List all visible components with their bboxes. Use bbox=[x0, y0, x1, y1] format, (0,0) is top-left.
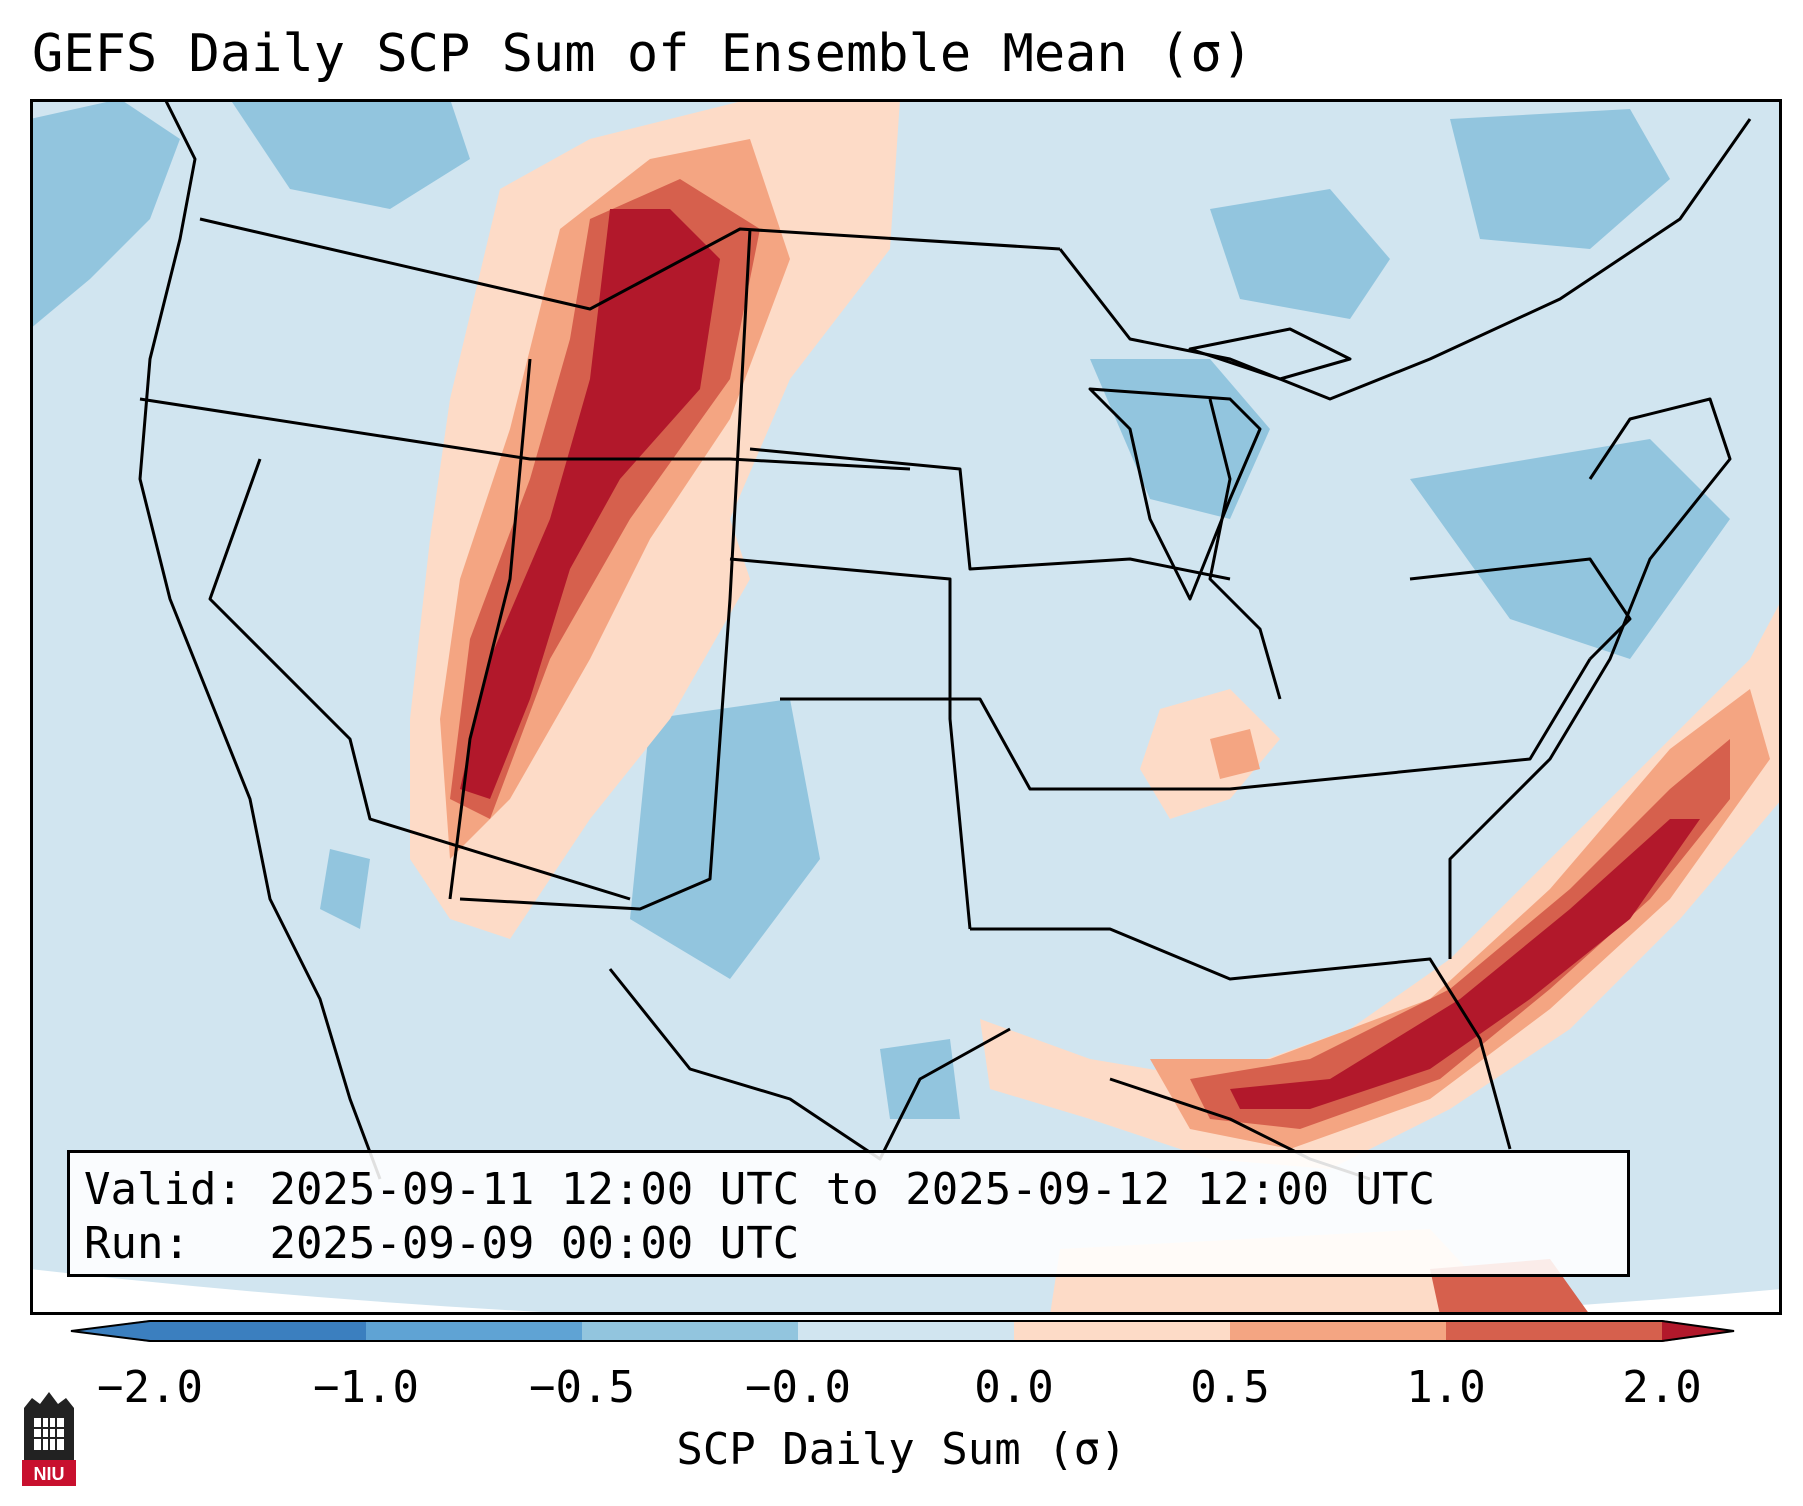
canada-border-west bbox=[199, 217, 1061, 311]
colorbar-outline bbox=[70, 1320, 1735, 1342]
colorbar-tick: 0.5 bbox=[1190, 1362, 1270, 1413]
colorbar-seg-5 bbox=[1014, 1320, 1230, 1342]
run-row: Run: 2025-09-09 00:00 UTC bbox=[84, 1217, 1613, 1271]
light-red-region-tennessee bbox=[1140, 689, 1280, 819]
colorbar-seg-2 bbox=[366, 1320, 582, 1342]
lake-michigan-outline bbox=[1088, 387, 1262, 601]
valid-text: 2025-09-11 12:00 UTC to 2025-09-12 12:00… bbox=[269, 1164, 1436, 1215]
salmon-region-tennessee bbox=[1210, 729, 1260, 779]
neutral-field bbox=[30, 99, 1782, 1315]
colorbar-seg-6 bbox=[1230, 1320, 1446, 1342]
blue-region-ontario bbox=[1210, 189, 1390, 319]
blue-region-quebec bbox=[1450, 109, 1670, 249]
colorbar-tick: 1.0 bbox=[1406, 1362, 1486, 1413]
colorbar-label: SCP Daily Sum (σ) bbox=[676, 1424, 1127, 1475]
colorbar-tick: −1.0 bbox=[313, 1362, 419, 1413]
blue-region-baja bbox=[320, 849, 370, 929]
valid-label: Valid: bbox=[84, 1164, 243, 1215]
colorbar-extend-high bbox=[1662, 1320, 1735, 1342]
map-title: GEFS Daily SCP Sum of Ensemble Mean (σ) bbox=[32, 24, 1253, 84]
border-idaho-utah bbox=[448, 358, 532, 900]
info-box: Valid: 2025-09-11 12:00 UTC to 2025-09-1… bbox=[67, 1150, 1630, 1277]
valid-row: Valid: 2025-09-11 12:00 UTC to 2025-09-1… bbox=[84, 1163, 1613, 1217]
gulf-coast-line bbox=[970, 927, 1512, 1150]
colorbar-extend-low bbox=[70, 1320, 150, 1342]
niu-logo-icon: NIU bbox=[22, 1392, 76, 1486]
colorbar-tick: −2.0 bbox=[97, 1362, 203, 1413]
logo-text: NIU bbox=[34, 1464, 65, 1484]
border-nevada-arizona bbox=[208, 458, 631, 901]
blue-region-new-mexico bbox=[630, 699, 820, 979]
border-plains bbox=[729, 557, 972, 930]
colorbar-seg-3 bbox=[582, 1320, 798, 1342]
colorbar-tick: 2.0 bbox=[1622, 1362, 1702, 1413]
border-rockies-east bbox=[459, 228, 752, 911]
colorbar-seg-4 bbox=[798, 1320, 1014, 1342]
map-border bbox=[30, 99, 1782, 1315]
border-midwest bbox=[1208, 398, 1282, 700]
dark-red-region-southeast bbox=[1230, 819, 1700, 1109]
blue-region-pacific-nw bbox=[30, 99, 180, 329]
border-southern-tier bbox=[780, 658, 1592, 791]
positive-anomaly-regions bbox=[410, 99, 1782, 1315]
colorbar-seg-7 bbox=[1446, 1320, 1662, 1342]
blue-region-canada-west bbox=[230, 99, 470, 209]
texas-border bbox=[608, 968, 1011, 1161]
colorbar bbox=[70, 1320, 1735, 1342]
border-dakotas-iowa bbox=[749, 447, 1231, 581]
map-svg bbox=[30, 99, 1782, 1315]
east-coast-line bbox=[1448, 397, 1732, 959]
lake-superior-outline bbox=[1188, 327, 1352, 381]
run-text: 2025-09-09 00:00 UTC bbox=[269, 1218, 800, 1269]
border-nw-row bbox=[139, 397, 911, 471]
colorbar-seg-1 bbox=[150, 1320, 366, 1342]
state-borders bbox=[138, 99, 1752, 1181]
map-panel[interactable] bbox=[30, 99, 1782, 1315]
canada-border-east bbox=[1058, 118, 1752, 401]
dark-red-region-rockies bbox=[460, 209, 720, 799]
run-label: Run: bbox=[84, 1218, 190, 1269]
colorbar-tick: 0.0 bbox=[974, 1362, 1054, 1413]
colorbar-tick: −0.0 bbox=[745, 1362, 851, 1413]
border-mid-atlantic bbox=[1409, 557, 1632, 661]
blue-region-northeast bbox=[1410, 439, 1730, 659]
west-coast-line bbox=[138, 99, 382, 1180]
colorbar-tick: −0.5 bbox=[529, 1362, 635, 1413]
